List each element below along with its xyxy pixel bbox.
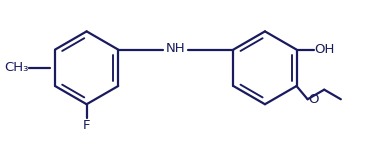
Text: OH: OH [315, 43, 335, 56]
Text: CH₃: CH₃ [4, 61, 28, 74]
Text: O: O [308, 93, 318, 106]
Text: NH: NH [166, 42, 186, 55]
Text: F: F [83, 119, 90, 132]
